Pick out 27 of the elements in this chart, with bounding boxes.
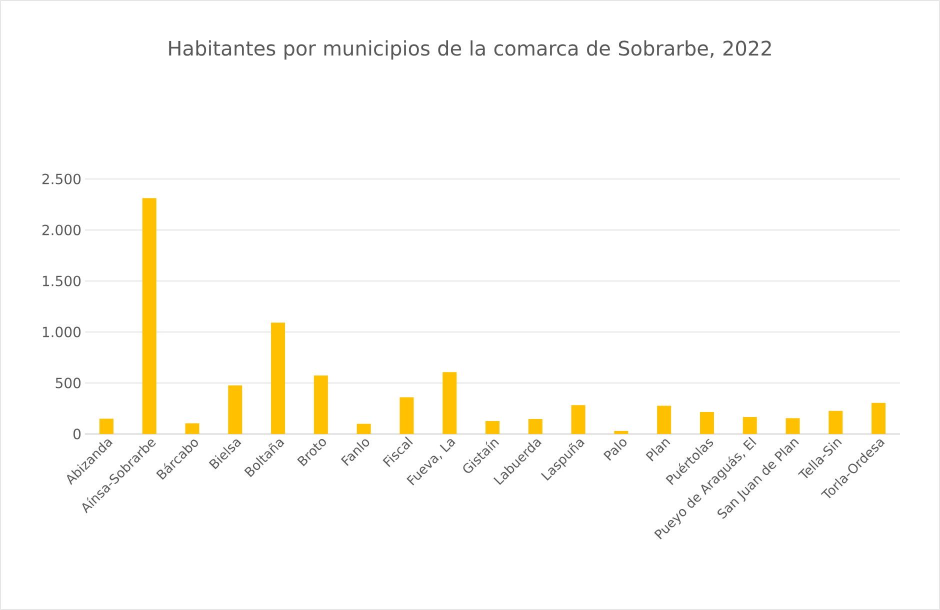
bar	[442, 372, 457, 434]
bar	[528, 418, 542, 434]
y-tick-label: 0	[73, 428, 81, 440]
chart-title: Habitantes por municipios de la comarca de Sobrarbe, 2022	[169, 40, 771, 60]
bar	[314, 375, 328, 434]
bar	[828, 410, 843, 434]
x-tick-label: Palo	[603, 439, 626, 461]
bar	[99, 418, 114, 434]
bar	[786, 418, 800, 434]
bar	[571, 405, 586, 434]
bar	[228, 385, 242, 434]
bar	[700, 412, 714, 434]
y-tick-label: 2.500	[42, 174, 81, 184]
bar	[872, 402, 886, 434]
bar	[356, 424, 371, 434]
bar	[185, 423, 200, 434]
bar	[271, 322, 286, 434]
bar	[657, 406, 672, 434]
y-tick-label: 2.000	[42, 224, 81, 236]
bar	[742, 417, 757, 434]
y-tick-label: 1.000	[42, 326, 81, 338]
bar	[486, 421, 500, 434]
bar	[614, 430, 628, 434]
bar	[142, 198, 156, 434]
y-tick-label: 1.500	[42, 276, 81, 286]
bar	[400, 397, 414, 434]
y-tick-label: 500	[56, 378, 81, 388]
